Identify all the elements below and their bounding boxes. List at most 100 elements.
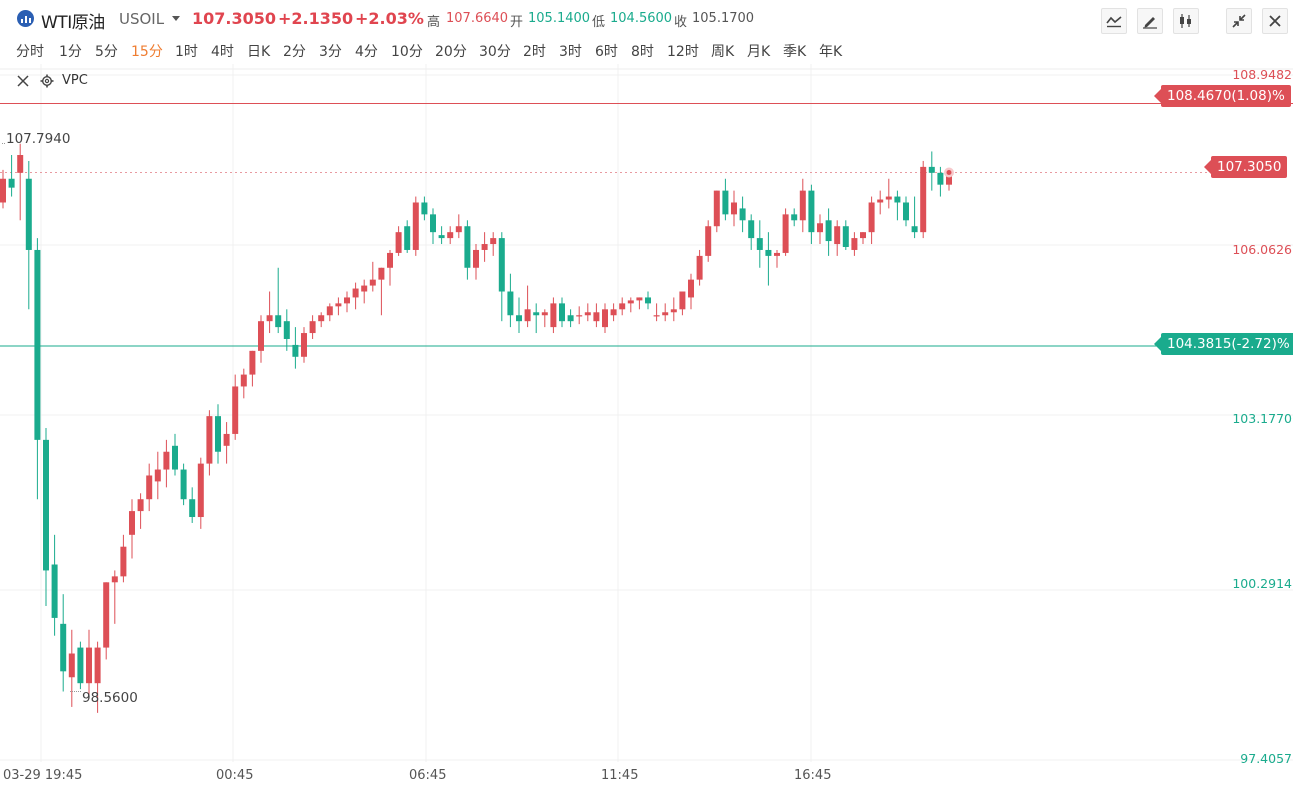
price-change: +2.1350 [278, 9, 354, 28]
candle [369, 261, 376, 292]
candle [25, 160, 32, 310]
candle [679, 291, 686, 316]
period-tab[interactable]: 3分 [319, 44, 342, 60]
period-tab[interactable]: 季K [783, 44, 807, 60]
candle [627, 297, 634, 313]
candle [739, 196, 746, 233]
collapse-icon [1232, 14, 1246, 28]
candle [387, 249, 393, 286]
candle [688, 273, 694, 310]
candle [567, 309, 574, 328]
candle [120, 534, 127, 583]
period-tab[interactable]: 4时 [211, 44, 234, 60]
symbol-code[interactable]: USOIL [119, 10, 165, 28]
line-chart-button[interactable] [1101, 8, 1127, 34]
indicator-label[interactable]: VPC [62, 73, 88, 88]
candle [326, 303, 333, 322]
gear-icon[interactable] [40, 74, 54, 88]
chart-header: WTI原油 USOIL 107.3050 +2.1350 +2.03% 高 10… [0, 0, 1293, 36]
candle [129, 499, 135, 559]
period-tab[interactable]: 12时 [667, 44, 699, 60]
period-tab[interactable]: 20分 [435, 44, 467, 60]
candlestick-series [0, 143, 954, 713]
candle [404, 220, 411, 253]
candle [928, 151, 935, 191]
candle [636, 297, 643, 310]
y-tick-label: 97.4057 [1240, 751, 1292, 766]
period-tab[interactable]: 4分 [355, 44, 378, 60]
candle [619, 297, 626, 316]
period-tab[interactable]: 8时 [631, 44, 654, 60]
candle [851, 232, 858, 256]
period-tab[interactable]: 周K [711, 44, 735, 60]
close-button[interactable] [1262, 8, 1288, 34]
upper-line-tag: 108.4670(1.08)% [1154, 85, 1291, 107]
open-label: 开 [510, 15, 524, 30]
candle [877, 190, 884, 215]
candle [344, 291, 350, 313]
period-tab[interactable]: 6时 [595, 44, 618, 60]
candle [86, 629, 92, 696]
candle [103, 582, 110, 660]
candle [77, 641, 84, 690]
candle [455, 214, 462, 239]
collapse-button[interactable] [1226, 8, 1252, 34]
min-price-annotation: 98.5600 [82, 690, 138, 706]
candle [481, 232, 488, 262]
candle [301, 327, 307, 363]
candle [34, 238, 41, 500]
period-tab[interactable]: 15分 [131, 44, 163, 60]
max-price-annotation: 107.7940 [6, 131, 71, 147]
candle [438, 226, 445, 245]
candle [189, 487, 196, 523]
candlestick-button[interactable] [1173, 8, 1199, 34]
candle [799, 178, 806, 233]
candle [825, 208, 832, 256]
candlestick-icon [1180, 14, 1191, 28]
candle [602, 303, 608, 334]
low-label: 低 [592, 15, 606, 30]
candle [283, 309, 290, 351]
candle [94, 641, 101, 713]
open-value: 105.1400 [528, 11, 591, 26]
candle [670, 297, 677, 322]
remove-indicator-icon[interactable] [16, 74, 30, 88]
period-tab[interactable]: 5分 [95, 44, 118, 60]
symbol-chart-icon [17, 10, 34, 27]
candle [541, 309, 548, 328]
period-tab[interactable]: 年K [819, 44, 843, 60]
y-tick-label: 100.2914 [1232, 576, 1292, 591]
candle [473, 244, 479, 280]
candle [842, 220, 849, 250]
period-tab[interactable]: 3时 [559, 44, 582, 60]
period-tab[interactable]: 1时 [175, 44, 198, 60]
candle [232, 374, 239, 440]
period-tab[interactable]: 10分 [391, 44, 423, 60]
candle [894, 190, 901, 221]
candle [533, 303, 540, 334]
x-tick-label: 00:45 [216, 768, 254, 783]
period-tab[interactable]: 30分 [479, 44, 511, 60]
candle [146, 463, 153, 512]
candle [610, 303, 617, 322]
period-tab[interactable]: 2分 [283, 44, 306, 60]
chevron-down-icon[interactable] [172, 16, 180, 21]
candle [223, 422, 230, 464]
x-tick-label: 03-29 19:45 [3, 768, 83, 783]
period-tab[interactable]: 1分 [59, 44, 82, 60]
candle [645, 291, 651, 310]
period-tab[interactable]: 日K [247, 44, 271, 60]
draw-tool-button[interactable] [1137, 8, 1163, 34]
candle [576, 306, 583, 325]
candle [834, 220, 841, 256]
current-price-tag: 107.3050 [1203, 156, 1288, 178]
period-tab[interactable]: 月K [747, 44, 771, 60]
period-tab[interactable]: 分时 [16, 44, 44, 60]
symbol-name[interactable]: WTI原油 [41, 13, 105, 33]
pencil-icon [1143, 17, 1157, 29]
period-tab[interactable]: 2时 [523, 44, 546, 60]
candle [163, 439, 170, 488]
candle [903, 196, 909, 227]
candle [713, 190, 720, 233]
